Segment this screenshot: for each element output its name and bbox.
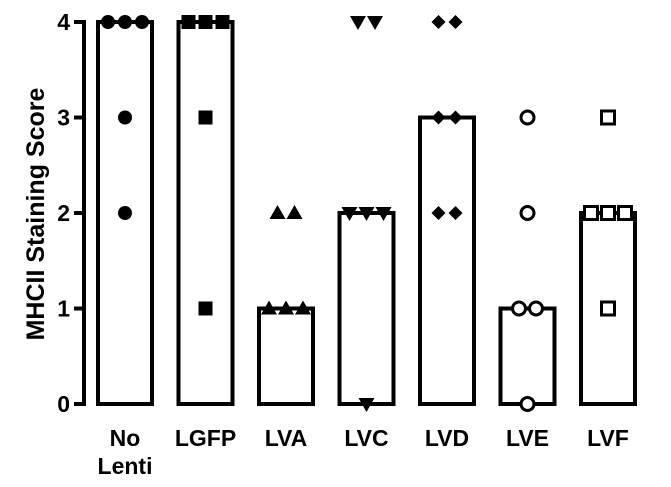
data-point [135, 15, 149, 29]
data-point [617, 205, 633, 221]
data-point [448, 206, 463, 220]
data-point [181, 15, 196, 29]
data-point [600, 205, 616, 221]
y-tick-label: 2 [57, 200, 70, 226]
points-layer [101, 15, 633, 412]
x-tick-label: LVF [587, 425, 629, 451]
data-point [118, 110, 132, 125]
data-point [448, 15, 463, 29]
x-tick-label: LGFP [175, 425, 236, 451]
bar [418, 115, 476, 406]
data-point [295, 300, 311, 315]
data-point [198, 15, 213, 29]
x-tick-label: LVA [265, 425, 308, 451]
x-tick-label-line: LVA [265, 425, 308, 451]
data-point [519, 205, 536, 221]
data-point [101, 15, 115, 29]
y-tick-label: 4 [57, 9, 70, 35]
data-point [600, 300, 616, 317]
x-tick-label-line: LVE [506, 425, 549, 451]
data-point [519, 396, 536, 412]
data-point [448, 110, 463, 125]
x-tick-label: LVC [344, 425, 388, 451]
data-point [431, 15, 446, 29]
x-tick-label-line: LVF [587, 425, 629, 451]
bar [96, 20, 154, 406]
bar [257, 306, 315, 406]
bar [337, 211, 396, 406]
bar [176, 20, 235, 406]
data-point [600, 109, 616, 126]
bar [498, 306, 557, 406]
data-point [358, 207, 375, 221]
data-point [118, 15, 132, 29]
x-tick-label: LVD [425, 425, 469, 451]
data-point [519, 109, 536, 126]
x-tick-label-line: LGFP [175, 425, 236, 451]
data-point [215, 15, 230, 29]
data-point [375, 207, 392, 221]
data-point [528, 300, 544, 317]
data-point [261, 300, 277, 315]
x-tick-label-line: Lenti [98, 453, 153, 479]
data-point [350, 16, 366, 30]
data-point [286, 205, 303, 219]
data-point [118, 206, 132, 220]
y-axis-label: MHCII Staining Score [22, 88, 50, 341]
x-tick-label: No Lenti [98, 425, 153, 479]
data-point [511, 300, 527, 317]
data-point [358, 398, 375, 412]
y-tick-label: 1 [57, 296, 70, 322]
data-point [431, 206, 446, 220]
x-tick-label-line: No [110, 425, 141, 451]
data-point [278, 300, 294, 315]
x-tick-label: LVE [506, 425, 549, 451]
data-point [269, 205, 286, 219]
data-point [341, 207, 358, 221]
y-tick-label: 0 [57, 391, 70, 417]
data-point [198, 110, 213, 125]
data-point [367, 16, 383, 30]
y-tick-label: 3 [57, 105, 70, 131]
data-point [198, 301, 213, 316]
x-tick-label-line: LVC [344, 425, 388, 451]
axes-layer: 0 1 2 3 4 No Lenti LGFP LVA LVC LVD LVE LVF [57, 9, 629, 479]
data-point [583, 205, 599, 221]
x-tick-label-line: LVD [425, 425, 469, 451]
data-point [431, 110, 446, 125]
